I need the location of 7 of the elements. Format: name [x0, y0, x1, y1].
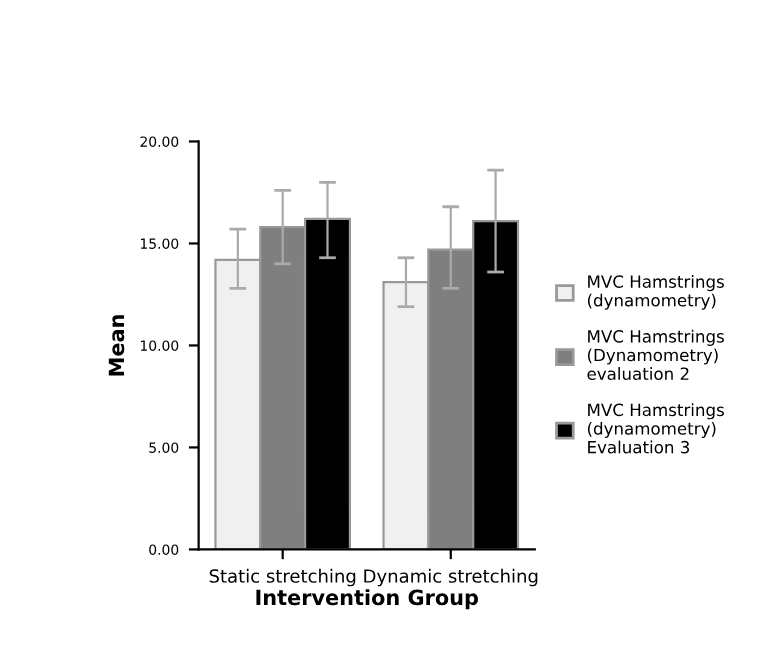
legend-label: MVC Hamstrings (Dynamometry) evaluation 2 — [587, 329, 724, 381]
legend-label: MVC Hamstrings (dynamometry) Evaluation 3 — [587, 403, 724, 454]
x-tick-label: Static stretching — [209, 568, 356, 587]
x-tick-label: Dynamic stretching — [364, 568, 538, 587]
y-axis-title: Mean — [108, 315, 125, 376]
x-axis-title: Intervention Group — [256, 589, 478, 610]
legend-label: MVC Hamstrings (dynamometry) — [587, 275, 724, 310]
